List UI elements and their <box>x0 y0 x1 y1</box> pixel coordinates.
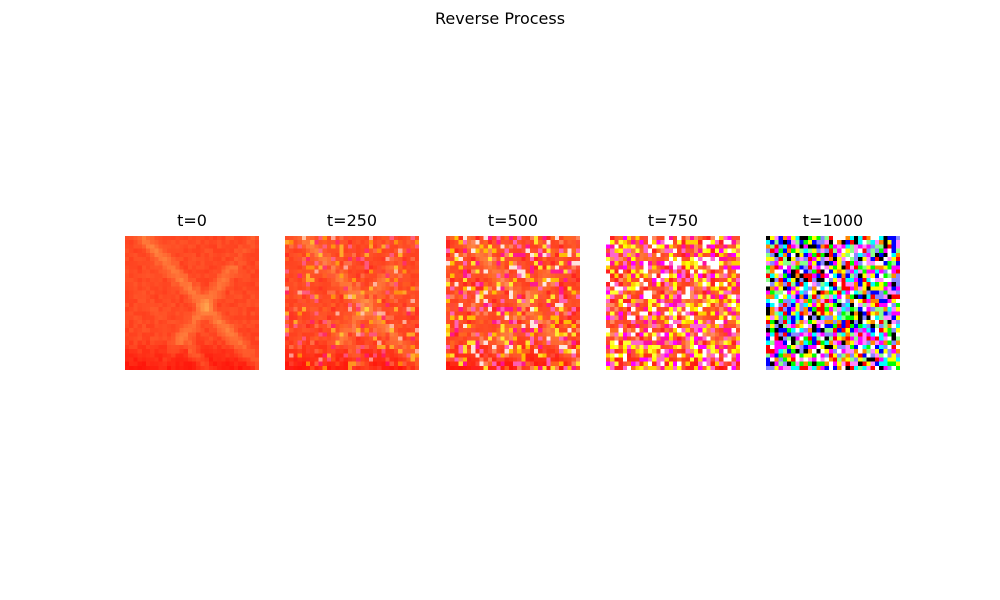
figure-title: Reverse Process <box>434 9 566 28</box>
panel-image <box>766 236 900 370</box>
panel-title: t=250 <box>326 211 378 230</box>
panel-t250: t=250 <box>285 211 419 370</box>
panel-image <box>285 236 419 370</box>
panel-title: t=500 <box>487 211 539 230</box>
panel-image <box>606 236 740 370</box>
panel-t0: t=0 <box>125 211 259 370</box>
panel-title: t=0 <box>177 211 207 230</box>
panel-title: t=1000 <box>802 211 864 230</box>
panel-t1000: t=1000 <box>766 211 900 370</box>
panel-title: t=750 <box>647 211 699 230</box>
panel-t500: t=500 <box>446 211 580 370</box>
panel-t750: t=750 <box>606 211 740 370</box>
panel-image <box>125 236 259 370</box>
panel-image <box>446 236 580 370</box>
